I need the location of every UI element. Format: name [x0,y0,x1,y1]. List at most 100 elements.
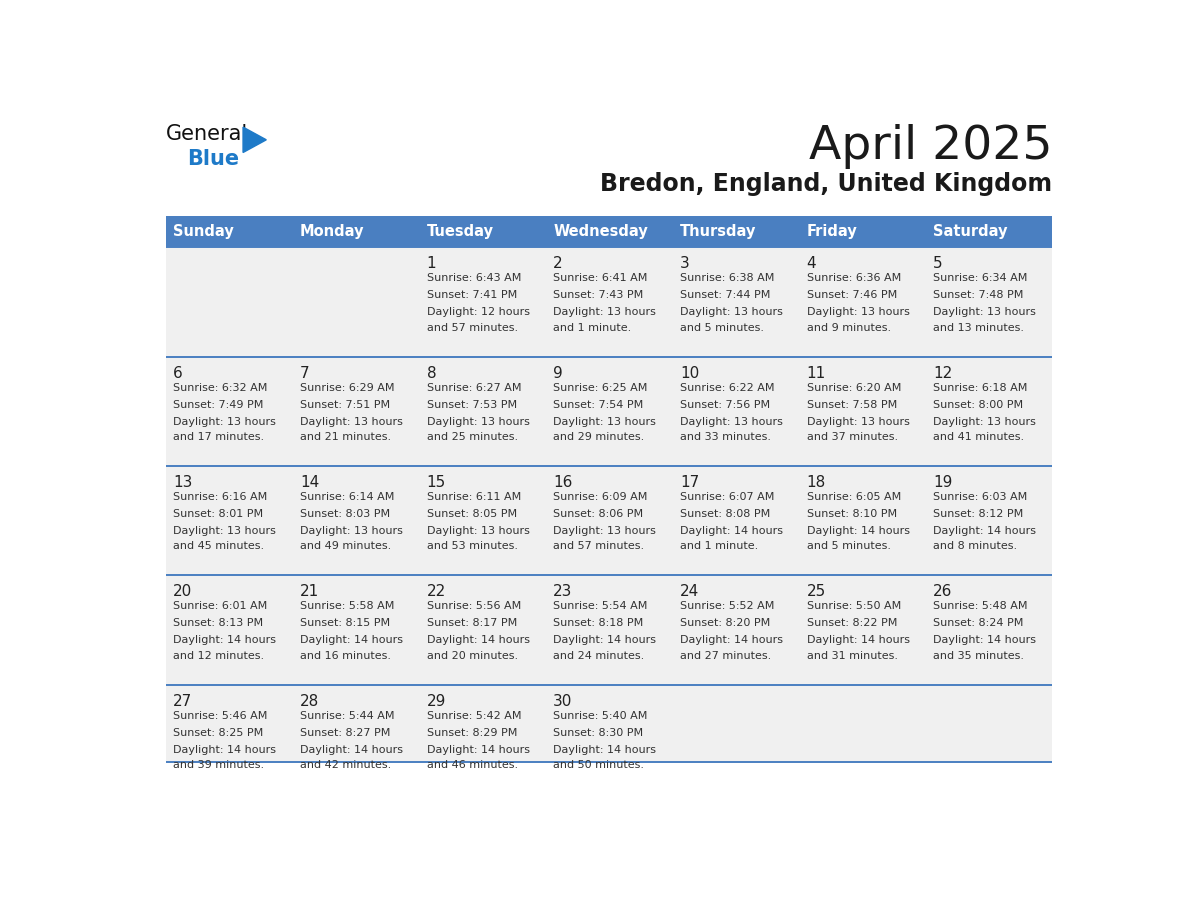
Text: Sunset: 8:27 PM: Sunset: 8:27 PM [299,728,391,738]
Text: 7: 7 [299,365,310,381]
Text: 12: 12 [934,365,953,381]
Text: Sunset: 8:15 PM: Sunset: 8:15 PM [299,619,390,628]
Text: Sunrise: 5:50 AM: Sunrise: 5:50 AM [807,601,901,611]
Text: Sunset: 7:44 PM: Sunset: 7:44 PM [680,290,770,300]
Text: Bredon, England, United Kingdom: Bredon, England, United Kingdom [600,172,1053,196]
Text: 15: 15 [426,476,446,490]
Text: Sunrise: 6:41 AM: Sunrise: 6:41 AM [554,274,647,284]
Text: and 41 minutes.: and 41 minutes. [934,432,1024,442]
Bar [165,576,1053,685]
Text: 4: 4 [807,256,816,272]
Text: Daylight: 13 hours: Daylight: 13 hours [554,526,656,536]
Text: Sunset: 7:54 PM: Sunset: 7:54 PM [554,399,644,409]
Text: and 16 minutes.: and 16 minutes. [299,651,391,661]
Text: 6: 6 [173,365,183,381]
Text: Monday: Monday [299,224,365,240]
Text: Sunset: 7:53 PM: Sunset: 7:53 PM [426,399,517,409]
Text: 13: 13 [173,476,192,490]
Text: Daylight: 13 hours: Daylight: 13 hours [554,417,656,427]
Text: Sunset: 7:43 PM: Sunset: 7:43 PM [554,290,644,300]
Text: Sunrise: 5:48 AM: Sunrise: 5:48 AM [934,601,1028,611]
Text: Daylight: 13 hours: Daylight: 13 hours [173,417,276,427]
Text: Daylight: 12 hours: Daylight: 12 hours [426,308,530,318]
Text: Sunrise: 6:38 AM: Sunrise: 6:38 AM [680,274,775,284]
Text: Sunset: 7:58 PM: Sunset: 7:58 PM [807,399,897,409]
Text: Daylight: 13 hours: Daylight: 13 hours [299,526,403,536]
Text: Sunrise: 5:46 AM: Sunrise: 5:46 AM [173,711,267,721]
Text: Daylight: 14 hours: Daylight: 14 hours [426,635,530,645]
Text: and 21 minutes.: and 21 minutes. [299,432,391,442]
Text: Sunset: 8:01 PM: Sunset: 8:01 PM [173,509,264,519]
Text: and 27 minutes.: and 27 minutes. [680,651,771,661]
Text: Sunrise: 6:01 AM: Sunrise: 6:01 AM [173,601,267,611]
Text: and 49 minutes.: and 49 minutes. [299,542,391,552]
Text: and 12 minutes.: and 12 minutes. [173,651,265,661]
Text: Daylight: 13 hours: Daylight: 13 hours [807,417,910,427]
Text: Daylight: 14 hours: Daylight: 14 hours [934,635,1036,645]
Text: and 1 minute.: and 1 minute. [680,542,758,552]
Text: and 46 minutes.: and 46 minutes. [426,760,518,770]
Text: 11: 11 [807,365,826,381]
Text: Tuesday: Tuesday [426,224,494,240]
Text: Daylight: 14 hours: Daylight: 14 hours [299,635,403,645]
Text: Wednesday: Wednesday [554,224,647,240]
Text: 16: 16 [554,476,573,490]
Text: Sunset: 8:05 PM: Sunset: 8:05 PM [426,509,517,519]
Text: 8: 8 [426,365,436,381]
Text: and 25 minutes.: and 25 minutes. [426,432,518,442]
Text: Sunrise: 5:56 AM: Sunrise: 5:56 AM [426,601,520,611]
Text: and 50 minutes.: and 50 minutes. [554,760,644,770]
Text: and 33 minutes.: and 33 minutes. [680,432,771,442]
Text: Daylight: 14 hours: Daylight: 14 hours [807,526,910,536]
Text: Sunset: 8:10 PM: Sunset: 8:10 PM [807,509,897,519]
Text: 5: 5 [934,256,943,272]
Bar [165,466,1053,576]
Text: and 37 minutes.: and 37 minutes. [807,432,898,442]
Text: 24: 24 [680,585,700,599]
Text: and 1 minute.: and 1 minute. [554,323,632,332]
Text: Sunset: 7:46 PM: Sunset: 7:46 PM [807,290,897,300]
Text: and 57 minutes.: and 57 minutes. [426,323,518,332]
Text: and 8 minutes.: and 8 minutes. [934,542,1017,552]
Text: and 20 minutes.: and 20 minutes. [426,651,518,661]
Text: 17: 17 [680,476,700,490]
Bar [165,685,1053,762]
Text: Sunset: 7:49 PM: Sunset: 7:49 PM [173,399,264,409]
Text: Sunset: 8:00 PM: Sunset: 8:00 PM [934,399,1023,409]
Text: Sunset: 8:30 PM: Sunset: 8:30 PM [554,728,644,738]
Text: 20: 20 [173,585,192,599]
Text: Sunset: 8:29 PM: Sunset: 8:29 PM [426,728,517,738]
Text: 29: 29 [426,694,446,709]
Text: Sunset: 8:22 PM: Sunset: 8:22 PM [807,619,897,628]
Text: Daylight: 13 hours: Daylight: 13 hours [680,308,783,318]
Text: and 53 minutes.: and 53 minutes. [426,542,518,552]
Text: Daylight: 14 hours: Daylight: 14 hours [426,744,530,755]
Text: Sunrise: 6:22 AM: Sunrise: 6:22 AM [680,383,775,393]
Text: Daylight: 14 hours: Daylight: 14 hours [299,744,403,755]
Text: Sunset: 8:12 PM: Sunset: 8:12 PM [934,509,1024,519]
Text: Daylight: 14 hours: Daylight: 14 hours [680,526,783,536]
Text: Sunset: 8:13 PM: Sunset: 8:13 PM [173,619,264,628]
Text: Sunrise: 6:03 AM: Sunrise: 6:03 AM [934,492,1028,502]
Text: Daylight: 13 hours: Daylight: 13 hours [299,417,403,427]
Text: 3: 3 [680,256,690,272]
Text: Sunrise: 6:34 AM: Sunrise: 6:34 AM [934,274,1028,284]
Text: Sunrise: 6:05 AM: Sunrise: 6:05 AM [807,492,901,502]
Text: 9: 9 [554,365,563,381]
Text: Sunrise: 6:11 AM: Sunrise: 6:11 AM [426,492,520,502]
Text: Sunset: 8:06 PM: Sunset: 8:06 PM [554,509,644,519]
Text: 21: 21 [299,585,320,599]
Text: and 39 minutes.: and 39 minutes. [173,760,265,770]
Text: Daylight: 14 hours: Daylight: 14 hours [934,526,1036,536]
Text: Daylight: 13 hours: Daylight: 13 hours [554,308,656,318]
Text: Sunset: 8:17 PM: Sunset: 8:17 PM [426,619,517,628]
Text: Sunrise: 5:44 AM: Sunrise: 5:44 AM [299,711,394,721]
Text: 1: 1 [426,256,436,272]
Text: Sunset: 8:18 PM: Sunset: 8:18 PM [554,619,644,628]
Text: Sunset: 8:20 PM: Sunset: 8:20 PM [680,619,770,628]
Text: Sunrise: 5:58 AM: Sunrise: 5:58 AM [299,601,394,611]
Text: Sunset: 8:03 PM: Sunset: 8:03 PM [299,509,390,519]
Text: and 57 minutes.: and 57 minutes. [554,542,644,552]
Text: Daylight: 14 hours: Daylight: 14 hours [173,635,277,645]
Text: Sunrise: 6:09 AM: Sunrise: 6:09 AM [554,492,647,502]
